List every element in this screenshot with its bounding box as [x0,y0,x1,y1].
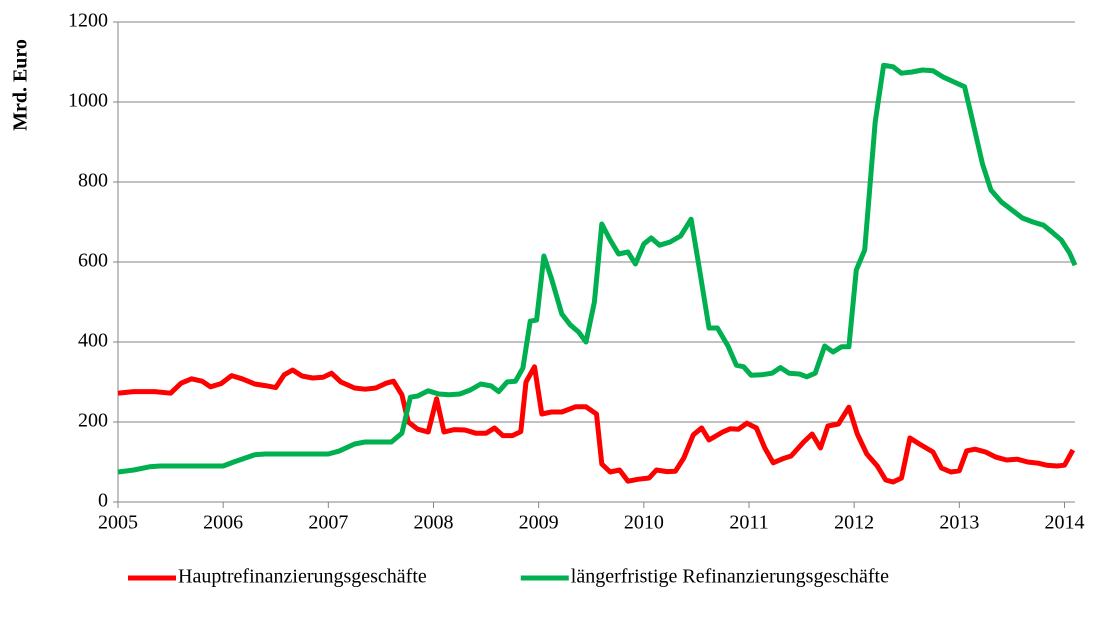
y-tick-label: 1200 [68,10,108,32]
x-tick-label: 2014 [1044,512,1084,534]
legend-label: längerfristige Refinanzierungsgeschäfte [571,566,889,588]
x-tick-label: 2008 [413,512,453,534]
x-tick-label: 2005 [98,512,138,534]
x-tick-label: 2007 [308,512,348,534]
x-tick-label: 2006 [203,512,243,534]
x-tick-label: 2009 [519,512,559,534]
y-tick-label: 800 [78,170,108,192]
legend-label: Hauptrefinanzierungsgeschäfte [178,566,427,588]
y-tick-label: 200 [78,410,108,432]
y-tick-label: 600 [78,250,108,272]
data-line [117,62,1078,475]
x-tick-label: 2013 [939,512,979,534]
y-tick-label: 1000 [68,90,108,112]
x-tick-label: 2011 [729,512,768,534]
y-axis-label: Mrd. Euro [10,39,32,131]
y-tick-label: 0 [98,490,108,512]
x-tick-label: 2012 [834,512,874,534]
x-tick-label: 2010 [624,512,664,534]
y-tick-label: 400 [78,330,108,352]
data-line [117,364,1076,485]
